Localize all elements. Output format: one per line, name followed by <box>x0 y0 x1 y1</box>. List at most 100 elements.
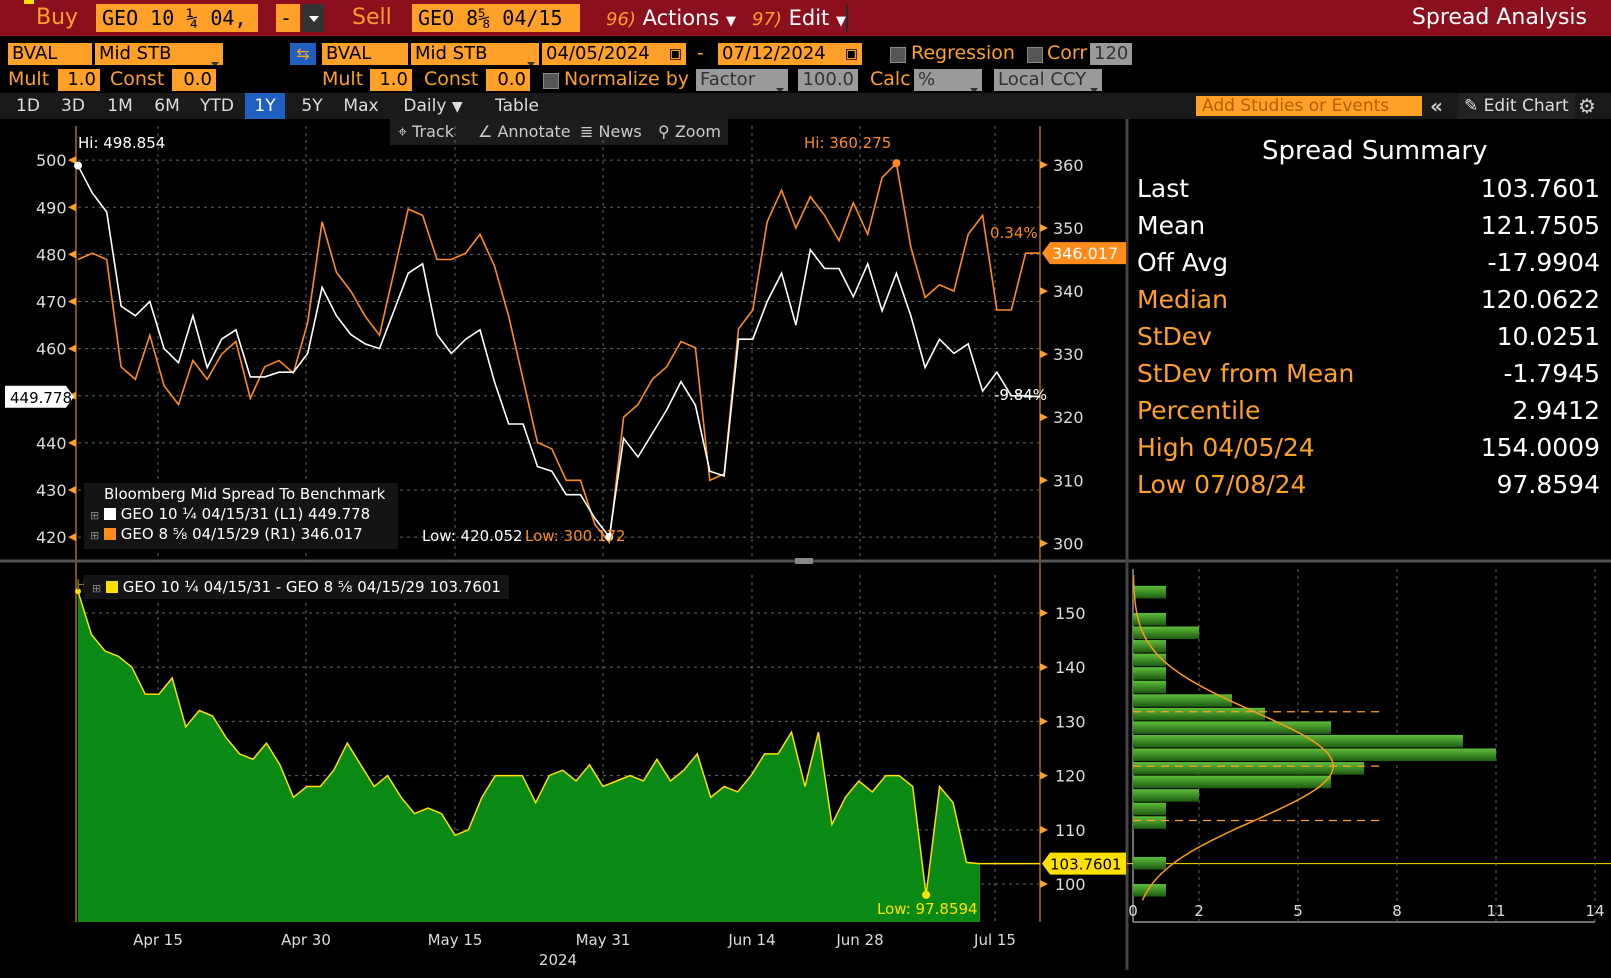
timeframe-1d[interactable]: 1D <box>16 96 40 116</box>
low-annotation: Low: 420.052 <box>422 527 523 545</box>
timeframe-6m[interactable]: 6M <box>154 96 180 116</box>
right-tick-mark <box>1040 224 1048 232</box>
spread-legend[interactable]: ⊞ GEO 10 ¼ 04/15/31 - GEO 8 ⅝ 04/15/29 1… <box>84 575 509 599</box>
timeframe-1y[interactable]: 1Y <box>245 93 285 119</box>
mult2-field[interactable]: 1.0 <box>370 69 412 91</box>
left-tick-label: 440 <box>36 434 67 453</box>
legend-item-r1[interactable]: ⊞ GEO 8 ⅝ 04/15/29 (R1) 346.017 <box>90 525 363 543</box>
news-icon: ≣ <box>580 122 594 141</box>
right-tick-mark <box>1040 350 1048 359</box>
expand-icon: ⊞ <box>90 509 100 522</box>
news-tool[interactable]: ≣ News <box>580 119 642 145</box>
summary-label: StDev <box>1137 322 1213 351</box>
normalize-value: Factor <box>700 69 756 90</box>
normalize-amount-field[interactable]: 100.0 <box>798 69 858 91</box>
currency-select[interactable]: Local CCY <box>994 69 1102 91</box>
left-tick-label: 500 <box>36 151 67 170</box>
spread-line <box>77 591 981 895</box>
spread-chart-canvas[interactable]: Apr 15 Apr 30 May 15 May 31 Jun 14 Jun 28 Jul … <box>0 119 1611 978</box>
normalize-checkbox[interactable] <box>543 73 559 89</box>
left-tick-label: 470 <box>36 293 67 312</box>
corr-checkbox[interactable] <box>1027 47 1043 63</box>
high-annotation: Hi: 498.854 <box>78 134 165 152</box>
gear-icon[interactable]: ⚙ <box>1578 94 1596 118</box>
edit-menu[interactable]: 97) Edit ▼ <box>752 0 846 40</box>
hist-tick-label: 2 <box>1194 902 1204 920</box>
buy-label: Buy <box>36 5 79 30</box>
legend-swatch <box>104 528 116 540</box>
mult2-label: Mult <box>322 68 364 90</box>
timeframe-ytd[interactable]: YTD <box>200 96 234 116</box>
low-marker <box>605 532 614 541</box>
actions-menu[interactable]: 96) Actions ▼ <box>606 0 736 40</box>
field2-select[interactable]: Mid STB <box>411 43 539 65</box>
series-line-geo-8-58 <box>77 161 1041 545</box>
timeframe-5y[interactable]: 5Y <box>301 96 323 116</box>
chart-toolbar: ⌖ Track ∠ Annotate ≣ News ⚲ Zoom <box>390 119 728 145</box>
right-tick-mark <box>1040 287 1048 296</box>
edit-chart-button[interactable]: ✎ Edit Chart <box>1458 93 1575 119</box>
hist-tick-label: 8 <box>1392 902 1402 920</box>
summary-label: Median <box>1137 285 1228 314</box>
x-year-label: 2024 <box>539 951 577 969</box>
timeframe-1m[interactable]: 1M <box>107 96 133 116</box>
const2-field[interactable]: 0.0 <box>486 69 530 91</box>
mult1-label: Mult <box>8 68 50 90</box>
sell-security-field[interactable]: GEO 8⅝ 04/15 <box>412 4 580 32</box>
chevron-down-icon[interactable] <box>302 4 324 32</box>
frequency-select[interactable]: Daily ▼ <box>392 93 474 120</box>
alert-marker <box>24 0 34 4</box>
right-tick-label: 140 <box>1055 658 1086 677</box>
collapse-icon[interactable]: « <box>1430 94 1443 118</box>
source1-field[interactable]: BVAL <box>8 43 92 65</box>
calc-select[interactable]: % <box>914 69 982 91</box>
chevron-down-icon <box>211 51 219 65</box>
currency-value: Local CCY <box>998 69 1087 90</box>
expand-icon: ⊞ <box>90 529 100 542</box>
high-marker <box>892 159 901 168</box>
right-tick-label: 300 <box>1053 534 1084 553</box>
divider <box>846 4 848 32</box>
normalize-select[interactable]: Factor <box>696 69 788 91</box>
timeframe-max[interactable]: Max <box>343 96 379 116</box>
end-date-value: 07/12/2024 <box>722 43 826 64</box>
timeframe-3d[interactable]: 3D <box>61 96 85 116</box>
source2-field[interactable]: BVAL <box>322 43 408 65</box>
dash-field[interactable]: - <box>276 4 300 32</box>
hist-bar <box>1133 721 1331 734</box>
right-tick-mark <box>1040 880 1048 889</box>
field1-select[interactable]: Mid STB <box>95 43 223 65</box>
caret-down-icon: ▼ <box>726 14 737 29</box>
hist-tick-label: 5 <box>1293 902 1303 920</box>
calendar-icon[interactable]: ▣ <box>844 46 858 62</box>
news-label: News <box>598 122 642 141</box>
buy-security-field[interactable]: GEO 10 ¼ 04, <box>96 4 258 32</box>
swap-icon[interactable]: ⇆ <box>290 43 316 65</box>
legend-series-name: GEO 10 ¼ 04/15/31 <box>120 505 269 523</box>
mult1-field[interactable]: 1.0 <box>58 69 100 91</box>
low-marker <box>922 890 931 899</box>
summary-label: Percentile <box>1137 396 1261 425</box>
const1-field[interactable]: 0.0 <box>172 69 216 91</box>
start-date-field[interactable]: 04/05/2024 ▣ <box>542 43 686 65</box>
pct-change-label: 0.34% <box>990 224 1038 242</box>
const2-label: Const <box>424 68 479 90</box>
track-tool[interactable]: ⌖ Track <box>398 119 454 145</box>
zoom-tool[interactable]: ⚲ Zoom <box>658 119 721 145</box>
panel-resize-handle <box>795 558 813 564</box>
right-tick-label: 110 <box>1055 821 1086 840</box>
normal-curve <box>1132 574 1334 901</box>
legend-item-l1[interactable]: ⊞ GEO 10 ¼ 04/15/31 (L1) 449.778 <box>90 505 370 523</box>
add-studies-input[interactable]: Add Studies or Events <box>1196 96 1422 116</box>
const1-label: Const <box>110 68 165 90</box>
legend-swatch <box>104 508 116 520</box>
regression-checkbox[interactable] <box>890 47 906 63</box>
right-tick-mark <box>1040 825 1048 834</box>
annotate-tool[interactable]: ∠ Annotate <box>478 119 571 145</box>
calendar-icon[interactable]: ▣ <box>668 46 682 62</box>
actions-number: 96) <box>606 9 636 30</box>
corr-window-field[interactable]: 120 <box>1090 43 1132 65</box>
end-date-field[interactable]: 07/12/2024 ▣ <box>718 43 862 65</box>
right-tick-label: 130 <box>1055 712 1086 731</box>
table-button[interactable]: Table <box>495 96 539 116</box>
